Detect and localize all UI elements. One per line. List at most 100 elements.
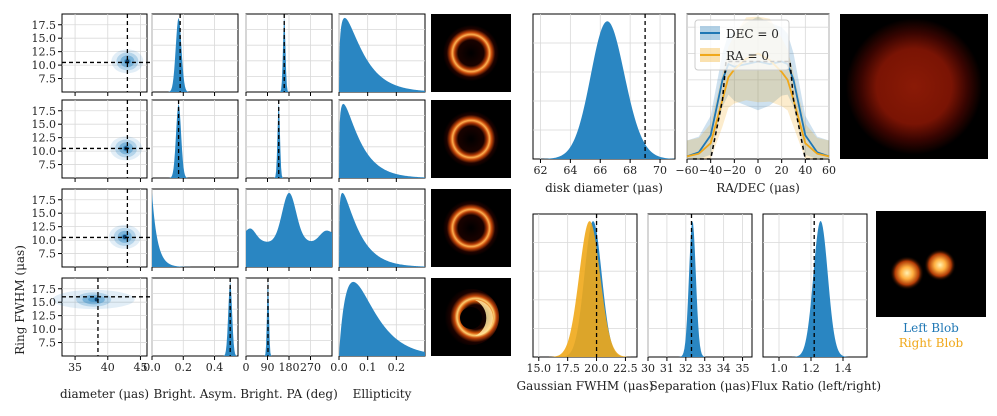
corner-r1-c0-ytick-label-0: 17.5 bbox=[32, 105, 57, 118]
ring-image-1 bbox=[431, 14, 511, 92]
profile-legend: DEC = 0 RA = 0 bbox=[694, 19, 790, 71]
corner-r2-c0-ytick-label-0: 17.5 bbox=[32, 194, 57, 207]
corner-r3-c3: 0.0 0.1 0.2 bbox=[330, 277, 426, 374]
corner-r1-c0-ytick-label-4: 7.5 bbox=[39, 159, 57, 172]
corner-xlabel-0: diameter (μas) bbox=[60, 387, 149, 401]
corner-ylabel: Ring FWHM (μas) bbox=[13, 245, 27, 355]
corner-r3-c1: 0.0 0.2 0.4 bbox=[143, 277, 239, 374]
corner-r0-c0-ytick-label-0: 17.5 bbox=[32, 19, 57, 32]
corner-r3-c3-xtick-label-0: 0.0 bbox=[330, 361, 348, 374]
corner-r0-c0-ytick-label-4: 7.5 bbox=[39, 73, 57, 86]
ring-image-2 bbox=[431, 100, 511, 178]
corner-r1-c0-ytick-label-1: 15.0 bbox=[32, 118, 57, 131]
corner-r1-c0: 17.515.012.510.07.5 bbox=[32, 99, 155, 182]
sep-panel-xtick-label-1: 31 bbox=[660, 362, 674, 375]
ratio-panel-xtick-label-0: 1.0 bbox=[770, 362, 788, 375]
ratio-density bbox=[763, 221, 867, 357]
corner-r3-c2-xtick-label-2: 180 bbox=[279, 361, 300, 374]
profile-panel-xtick-label-6: 60 bbox=[822, 164, 836, 177]
corner-r1-c2 bbox=[245, 99, 333, 182]
corner-r2-c0-ytick-label-3: 10.0 bbox=[32, 234, 57, 247]
corner-r2-c0: 17.515.012.510.07.5 bbox=[32, 188, 155, 271]
ratio-panel: 1.0 1.2 1.4 bbox=[762, 213, 868, 375]
corner-r2-c0-ytick-label-4: 7.5 bbox=[39, 248, 57, 261]
crescent-highlight bbox=[475, 300, 493, 336]
disk-panel-xtick-label-3: 68 bbox=[623, 164, 637, 177]
profile-xlabel: RA/DEC (μas) bbox=[716, 181, 800, 195]
profile-band-0 bbox=[687, 16, 829, 159]
disk-image bbox=[840, 14, 988, 159]
gauss-panel-xtick-label-1: 17.5 bbox=[555, 362, 580, 375]
corner-r3-c0-ytick-label-3: 10.0 bbox=[32, 323, 57, 336]
corner-r0-c1 bbox=[151, 13, 239, 96]
ell-density-r3 bbox=[339, 281, 425, 356]
sep-xlabel: Separation (μas) bbox=[650, 379, 751, 393]
sep-panel: 30 31 32 33 34 35 bbox=[641, 213, 753, 375]
profile-panel-xtick-label-3: 0 bbox=[755, 164, 762, 177]
sep-panel-xtick-label-5: 35 bbox=[736, 362, 750, 375]
profile-panel-xtick-label-5: 40 bbox=[798, 164, 812, 177]
gauss-right-density bbox=[533, 221, 637, 357]
corner-r3-c0: 17.515.012.510.07.5 35 40 45 bbox=[32, 277, 155, 374]
corner-r0-c0-frame bbox=[61, 13, 148, 93]
corner-r1-c0-ytick-label-3: 10.0 bbox=[32, 145, 57, 158]
corner-r1-c3 bbox=[338, 99, 426, 182]
gauss-xlabel: Gaussian FWHM (μas) bbox=[516, 379, 653, 393]
corner-r3-c3-xtick-label-1: 0.1 bbox=[359, 361, 377, 374]
sep-panel-xtick-label-3: 33 bbox=[698, 362, 712, 375]
gauss-panel-xtick-label-0: 15.0 bbox=[527, 362, 552, 375]
corner-r3-c3-xtick-label-2: 0.2 bbox=[388, 361, 406, 374]
corner-r2-c1-frame bbox=[151, 188, 239, 268]
disk-panel-xtick-label-1: 64 bbox=[563, 164, 577, 177]
right-blob bbox=[924, 249, 956, 281]
gauss-panel: 15.0 17.5 20.0 22.5 bbox=[527, 213, 638, 375]
corner-r2-c0-ytick-label-2: 12.5 bbox=[32, 221, 57, 234]
sep-panel-frame bbox=[647, 213, 753, 358]
corner-r2-c1 bbox=[151, 188, 239, 271]
corner-r1-c0-frame bbox=[61, 99, 148, 179]
corner-r0-c0-ytick-label-3: 10.0 bbox=[32, 59, 57, 72]
corner-r3-c2-xtick-label-3: 270 bbox=[300, 361, 321, 374]
corner-r3-c1-xtick-label-0: 0.0 bbox=[143, 361, 161, 374]
left-blob bbox=[890, 256, 924, 290]
corner-r0-c0-ytick-label-2: 12.5 bbox=[32, 46, 57, 59]
corner-xlabel-3: Ellipticity bbox=[353, 387, 412, 401]
corner-r0-c2 bbox=[245, 13, 333, 96]
pa-density-r2 bbox=[246, 192, 332, 267]
sep-panel-xtick-label-4: 34 bbox=[717, 362, 731, 375]
profile-panel-xtick-label-4: 20 bbox=[775, 164, 789, 177]
ell-density-r0 bbox=[339, 17, 425, 92]
corner-r3-c0-ytick-label-4: 7.5 bbox=[39, 337, 57, 350]
corner-xlabel-2: Bright. PA (deg) bbox=[240, 387, 338, 401]
corner-r3-c2-xtick-label-1: 90 bbox=[261, 361, 275, 374]
profile-panel-xtick-label-1: −40 bbox=[699, 164, 722, 177]
two-blob-image bbox=[876, 211, 986, 317]
corner-r3-c0-ytick-label-1: 15.0 bbox=[32, 296, 57, 309]
corner-r2-c2 bbox=[245, 188, 333, 271]
crescent-shadow bbox=[460, 307, 482, 329]
corner-r0-c1-frame bbox=[151, 13, 239, 93]
disk-panel-xtick-label-0: 62 bbox=[533, 164, 547, 177]
corner-r0-c0: 17.515.012.510.07.5 bbox=[32, 13, 155, 96]
disk-xlabel: disk diameter (μas) bbox=[545, 181, 663, 195]
ratio-panel-xtick-label-1: 1.2 bbox=[802, 362, 820, 375]
corner-r1-c1-frame bbox=[151, 99, 239, 179]
ratio-panel-xtick-label-2: 1.4 bbox=[834, 362, 852, 375]
ell-density-r2 bbox=[339, 192, 425, 267]
legend-label-dec: DEC = 0 bbox=[726, 27, 779, 41]
corner-r3-c0-ytick-label-0: 17.5 bbox=[32, 283, 57, 296]
sep-panel-xtick-label-0: 30 bbox=[641, 362, 655, 375]
crescent-image-4 bbox=[431, 278, 511, 356]
corner-r2-c0-ytick-label-1: 15.0 bbox=[32, 207, 57, 220]
profile-panel-xtick-label-0: −60 bbox=[675, 164, 698, 177]
disk-panel-xtick-label-4: 70 bbox=[653, 164, 667, 177]
corner-r3-c0-frame bbox=[61, 277, 148, 357]
corner-r3-c0-xtick-label-0: 35 bbox=[68, 361, 82, 374]
gauss-panel-xtick-label-2: 20.0 bbox=[584, 362, 609, 375]
corner-r2-c3 bbox=[338, 188, 426, 271]
disk-density bbox=[533, 21, 675, 159]
corner-r0-c3 bbox=[338, 13, 426, 96]
blob-legend-right: Right Blob bbox=[899, 336, 964, 350]
gauss-panel-xtick-label-3: 22.5 bbox=[613, 362, 638, 375]
corner-r3-c1-frame bbox=[151, 277, 239, 357]
